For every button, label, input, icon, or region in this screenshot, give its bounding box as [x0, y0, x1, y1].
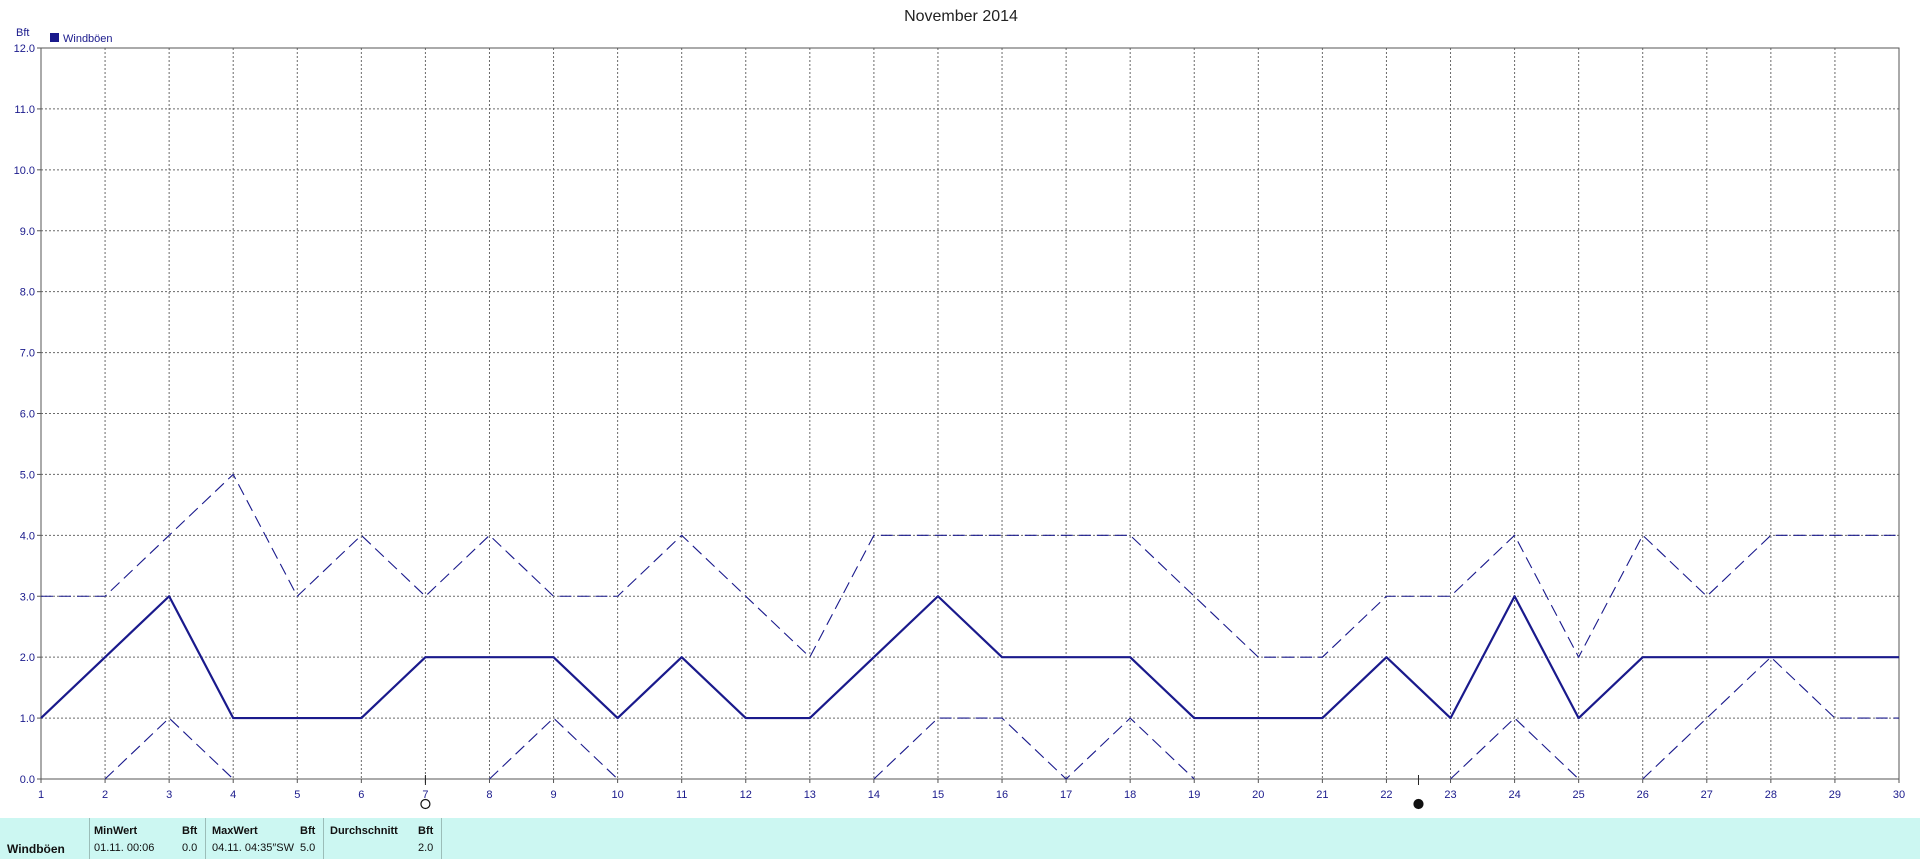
series-line-min	[873, 717, 1195, 780]
stats-row-label-cell: Windböen	[0, 818, 90, 859]
moon-phase-markers	[420, 775, 1424, 810]
y-tick-label: 10.0	[14, 165, 35, 177]
new-moon-icon	[1413, 798, 1424, 810]
x-tick-label: 7	[422, 789, 428, 801]
y-tick-label: 3.0	[20, 591, 35, 603]
x-tick-label: 2	[102, 789, 108, 801]
x-tick-label: 14	[868, 789, 880, 801]
max-value: 5.0	[300, 842, 316, 854]
y-axis-ticks: 0.0 1.0 2.0 3.0 4.0 5.0 6.0 7.0 8.0 9.0 10.0 11.0 12…	[14, 43, 41, 786]
x-tick-label: 11	[676, 789, 687, 801]
x-tick-label: 12	[740, 789, 752, 801]
y-tick-label: 1.0	[20, 713, 35, 725]
stats-min-cell: MinWert Bft 01.11. 00:06 0.0	[90, 818, 206, 859]
legend-label: Windböen	[63, 33, 113, 45]
min-header: MinWert	[94, 825, 138, 837]
x-tick-label: 22	[1380, 789, 1392, 801]
x-tick-label: 23	[1444, 789, 1456, 801]
x-tick-label: 29	[1829, 789, 1841, 801]
x-tick-label: 9	[550, 789, 556, 801]
series-line-min	[104, 717, 234, 780]
y-tick-label: 11.0	[14, 104, 35, 116]
x-tick-label: 21	[1316, 789, 1328, 801]
x-tick-label: 8	[486, 789, 492, 801]
series-line-min	[489, 717, 618, 780]
x-tick-label: 30	[1893, 789, 1905, 801]
x-tick-label: 4	[230, 789, 236, 801]
min-time: 01.11. 00:06	[94, 842, 155, 854]
y-tick-label: 0.0	[20, 774, 35, 786]
series-line-min	[1450, 717, 1580, 780]
x-tick-label: 18	[1124, 789, 1136, 801]
stats-row-label: Windböen	[7, 842, 65, 856]
avg-value: 2.0	[418, 842, 434, 854]
y-tick-label: 4.0	[20, 530, 35, 542]
avg-unit: Bft	[418, 825, 434, 837]
x-tick-label: 1	[38, 789, 44, 801]
y-tick-label: 12.0	[14, 43, 35, 55]
x-tick-label: 10	[611, 789, 623, 801]
x-tick-label: 5	[294, 789, 300, 801]
x-tick-label: 26	[1637, 789, 1649, 801]
x-tick-label: 6	[358, 789, 364, 801]
x-axis-ticks: 1 2 3 4 5 6 7 8 9 10 11 12 13 14 15 16 17 18 19 20 21 22 23 24 2…	[38, 779, 1905, 801]
x-tick-label: 3	[166, 789, 172, 801]
avg-header: Durchschnitt	[330, 825, 398, 837]
y-tick-label: 8.0	[20, 287, 35, 299]
y-tick-label: 5.0	[20, 469, 35, 481]
x-tick-label: 28	[1765, 789, 1777, 801]
stats-panel: Windböen MinWert Bft 01.11. 00:06 0.0 Ma…	[0, 818, 1920, 859]
chart-area: November 2014 Bft Windböen 0.0 1.0 2.0 3.0 4…	[14, 8, 1905, 810]
max-unit: Bft	[300, 825, 316, 837]
max-time: 04.11. 04:35″SW	[212, 842, 294, 854]
y-tick-label: 2.0	[20, 652, 35, 664]
legend-swatch	[50, 33, 59, 42]
series-line-windboeen	[40, 595, 1899, 720]
y-tick-label: 9.0	[20, 226, 35, 238]
series-line-max	[41, 473, 1899, 659]
x-tick-label: 15	[932, 789, 944, 801]
min-value: 0.0	[182, 842, 198, 854]
grid-lines	[41, 48, 1899, 779]
y-tick-label: 6.0	[20, 409, 35, 421]
max-header: MaxWert	[212, 825, 258, 837]
min-unit: Bft	[182, 825, 198, 837]
series-layer	[40, 473, 1899, 780]
x-tick-label: 25	[1573, 789, 1585, 801]
x-tick-label: 16	[996, 789, 1008, 801]
x-tick-label: 24	[1508, 789, 1520, 801]
series-line-min	[1642, 656, 1899, 780]
y-axis-unit: Bft	[16, 27, 29, 39]
full-moon-icon	[420, 798, 431, 810]
stats-max-cell: MaxWert Bft 04.11. 04:35″SW 5.0	[206, 818, 324, 859]
y-tick-label: 7.0	[20, 348, 35, 360]
chart-title: November 2014	[904, 8, 1018, 25]
x-tick-label: 17	[1060, 789, 1072, 801]
x-tick-label: 27	[1701, 789, 1713, 801]
stats-avg-cell: Durchschnitt Bft 2.0	[324, 818, 442, 859]
x-tick-label: 20	[1252, 789, 1264, 801]
x-tick-label: 13	[804, 789, 816, 801]
x-tick-label: 19	[1188, 789, 1200, 801]
